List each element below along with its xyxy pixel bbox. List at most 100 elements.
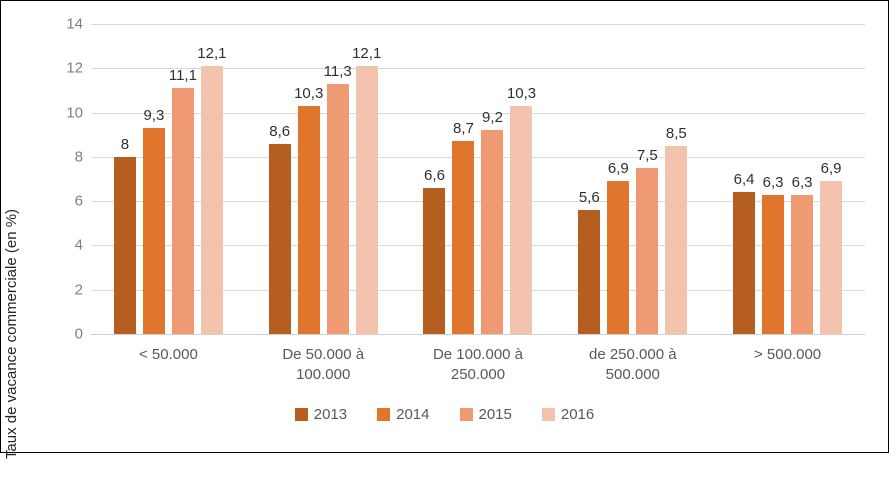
data-label: 8: [120, 135, 130, 153]
y-axis-title: Taux de vacance commerciale (en %): [3, 208, 20, 460]
gridline: [91, 24, 865, 25]
legend-swatch-icon: [294, 408, 308, 421]
category-label: de 250.000 à 500.000: [588, 346, 677, 383]
legend-label: 2014: [396, 406, 430, 423]
data-label: 6,9: [820, 160, 842, 178]
bar-slot: 6,4: [733, 24, 756, 334]
bar-slot: 7,5: [636, 24, 659, 334]
bar-2015: [171, 88, 194, 334]
legend: 2013 2014 2015 2016: [1, 407, 888, 422]
bar-2014: [452, 141, 475, 334]
bar-slot: 8,7: [452, 24, 475, 334]
data-label: 10,3: [506, 84, 537, 102]
data-label: 9,2: [482, 109, 503, 127]
category-label: De 50.000 à 100.000: [282, 346, 365, 383]
data-label: 5,6: [578, 189, 600, 206]
bar-2014: [297, 105, 320, 334]
legend-label: 2013: [313, 406, 348, 423]
legend-swatch-icon: [459, 408, 473, 421]
plot-area: 8 9,3 11,1 12,1 8,6 10,3 11,3 12,1 6,6 8,7 9,2 10,3…: [91, 24, 865, 335]
y-tick-label: 10: [66, 104, 83, 122]
legend-item-2013: 2013: [294, 406, 348, 423]
bar-slot: 6,9: [607, 24, 630, 334]
legend-item-2014: 2014: [377, 406, 430, 423]
x-axis-category-labels: < 50.000 De 50.000 à 100.000 De 100.000 à …: [91, 345, 865, 384]
bar-slot: 12,1: [197, 24, 226, 334]
legend-label: 2015: [478, 406, 512, 423]
y-tick-label: 6: [74, 192, 83, 210]
gridline: [91, 112, 865, 114]
category-label: > 500.000: [754, 346, 822, 363]
bar-2016: [355, 66, 378, 334]
bar-2015: [791, 194, 814, 334]
y-tick-label: 8: [74, 148, 83, 166]
data-label: 9,3: [143, 107, 165, 125]
data-label: 11,1: [168, 67, 197, 85]
data-label: 10,3: [294, 84, 324, 102]
bar-slot: 11,3: [323, 24, 352, 334]
bar-slot: 8,6: [268, 24, 291, 334]
gridline: [91, 289, 865, 291]
bar-groups: 8 9,3 11,1 12,1 8,6 10,3 11,3 12,1 6,6 8,7 9,2 10,3…: [91, 24, 865, 334]
gridline: [91, 68, 865, 70]
y-tick-label: 12: [66, 59, 83, 77]
legend-swatch-icon: [541, 408, 555, 421]
legend-swatch-icon: [377, 408, 391, 421]
data-label: 6,9: [607, 160, 629, 178]
data-label: 6,4: [733, 171, 755, 189]
bar-slot: 6,6: [423, 24, 446, 334]
bar-slot: 5,6: [578, 24, 601, 334]
data-label: 6,6: [424, 166, 445, 184]
bar-2013: [268, 143, 291, 334]
bar-slot: 9,3: [142, 24, 165, 334]
bar-slot: 8: [113, 24, 136, 334]
bar-slot: 6,3: [762, 24, 785, 334]
bar-2013: [113, 156, 136, 334]
bar-slot: 9,2: [481, 24, 504, 334]
y-tick-label: 4: [74, 236, 83, 254]
data-label: 8,6: [269, 122, 291, 140]
legend-item-2016: 2016: [541, 407, 594, 422]
bar-slot: 10,3: [507, 24, 536, 334]
bar-2016: [200, 66, 223, 334]
bar-2015: [326, 83, 349, 334]
bar-2015: [636, 167, 659, 334]
bar-slot: 11,1: [168, 24, 197, 334]
gridline: [91, 156, 865, 158]
data-label: 11,3: [323, 62, 352, 80]
bar-group: 8,6 10,3 11,3 12,1: [246, 24, 401, 334]
bar-slot: 8,5: [665, 24, 688, 334]
data-label: 12,1: [197, 45, 227, 63]
bar-2013: [423, 187, 446, 334]
data-label: 6,3: [762, 173, 784, 191]
data-label: 7,5: [636, 146, 658, 164]
bar-2013: [733, 192, 756, 334]
gridline: [91, 201, 865, 203]
bar-2015: [481, 130, 504, 334]
bar-group: 6,4 6,3 6,3 6,9: [710, 24, 865, 334]
y-tick-label: 2: [74, 281, 83, 299]
bar-group: 6,6 8,7 9,2 10,3: [401, 24, 556, 334]
data-label: 8,5: [665, 124, 687, 142]
bar-2013: [578, 210, 601, 334]
bar-slot: 12,1: [352, 24, 381, 334]
bar-2014: [762, 194, 785, 334]
bar-group: 5,6 6,9 7,5 8,5: [555, 24, 710, 334]
bar-2016: [820, 181, 843, 334]
y-axis-tick-labels: 0 2 4 6 8 10 12 14: [45, 17, 83, 342]
gridline: [91, 245, 865, 247]
data-label: 6,3: [791, 173, 813, 191]
category-label: < 50.000: [138, 346, 198, 363]
category-label: De 100.000 à 250.000: [432, 346, 524, 383]
data-label: 12,1: [352, 45, 382, 63]
y-tick-label: 0: [74, 325, 83, 343]
bar-2014: [607, 181, 630, 334]
bar-slot: 6,9: [820, 24, 843, 334]
bar-group: 8 9,3 11,1 12,1: [91, 24, 246, 334]
bar-2016: [510, 105, 533, 334]
bar-slot: 10,3: [294, 24, 323, 334]
bar-2016: [665, 145, 688, 334]
bar-slot: 6,3: [791, 24, 814, 334]
data-label: 8,7: [453, 120, 474, 138]
